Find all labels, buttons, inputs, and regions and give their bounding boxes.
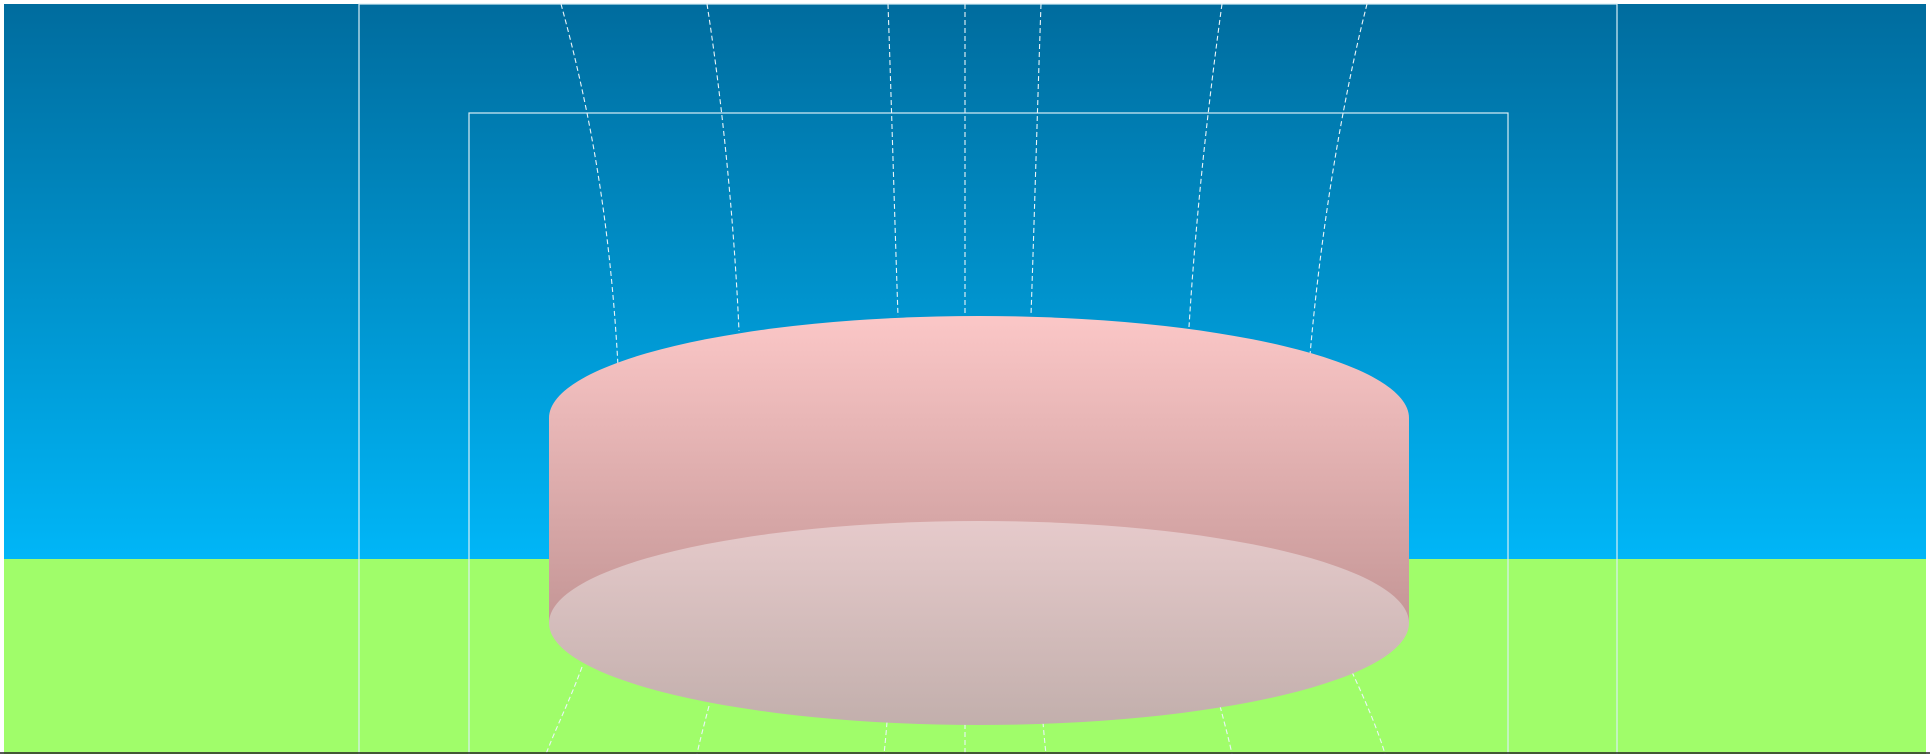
inner-frame-rectangle — [468, 112, 1509, 754]
streamline-9 — [696, 705, 710, 754]
streamline-2 — [706, 3, 740, 332]
outer-frame-rectangle — [358, 3, 1618, 754]
cylinder-shape — [549, 316, 1409, 725]
frame-rectangles — [358, 3, 1618, 754]
upper-streamlines — [560, 3, 1368, 367]
streamline-3 — [887, 3, 899, 317]
streamline-1 — [560, 3, 619, 367]
streamline-6 — [1188, 3, 1223, 328]
streamline-13 — [1219, 705, 1233, 754]
streamline-8 — [545, 666, 583, 754]
streamline-5 — [1030, 3, 1042, 316]
streamline-12 — [1042, 721, 1047, 754]
streamline-7 — [1309, 3, 1368, 356]
streamline-14 — [1351, 671, 1386, 754]
lower-streamlines — [545, 666, 1386, 754]
streamline-10 — [883, 721, 888, 754]
cylinder-bottom-face — [549, 521, 1409, 725]
